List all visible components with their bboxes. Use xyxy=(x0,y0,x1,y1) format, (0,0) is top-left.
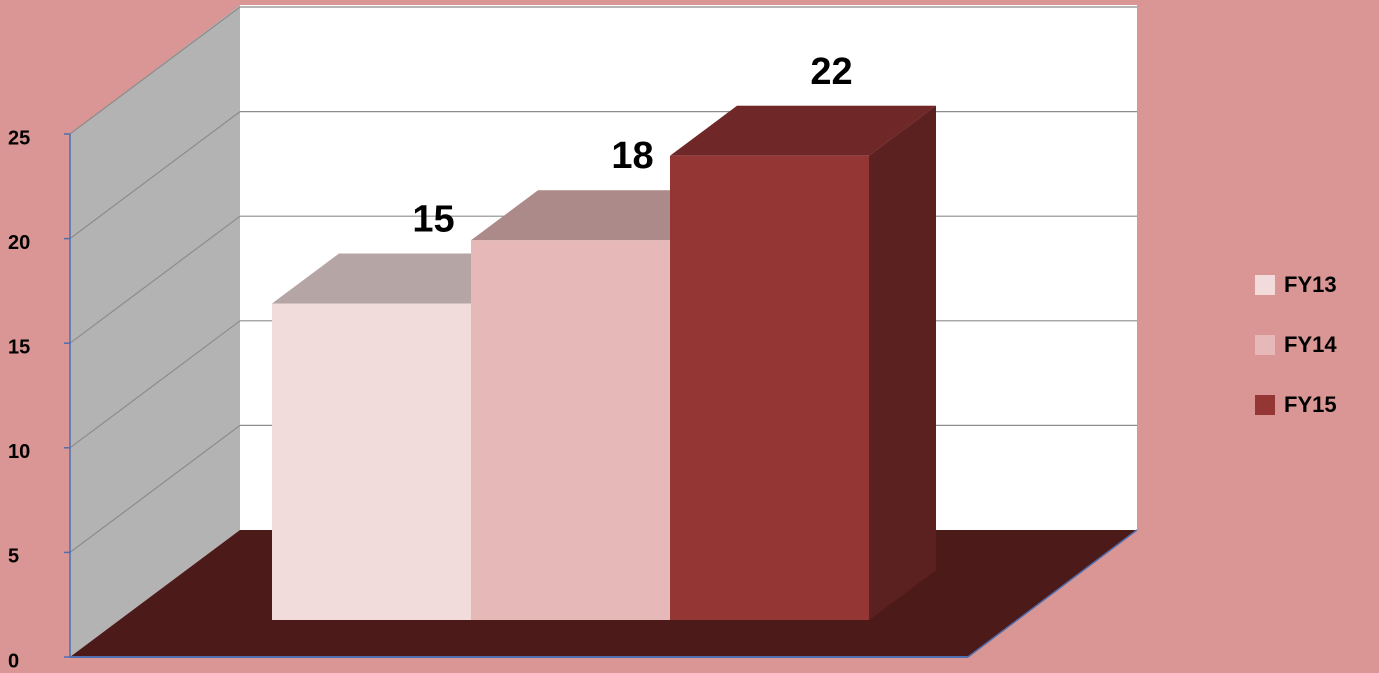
y-tick-label: 10 xyxy=(8,441,30,463)
bar-side-shade xyxy=(869,105,936,621)
floor-edge xyxy=(967,529,1138,658)
grid-line xyxy=(69,215,241,344)
legend-swatch xyxy=(1255,335,1275,355)
y-tick-label: 25 xyxy=(8,127,30,149)
y-tick-label: 20 xyxy=(8,232,30,254)
side-wall xyxy=(70,5,240,657)
bar-top xyxy=(670,105,936,156)
legend-label: FY15 xyxy=(1284,392,1337,417)
grid-line xyxy=(69,424,241,553)
grid-line xyxy=(69,111,241,240)
bar-top-shade xyxy=(670,105,936,156)
data-label: 22 xyxy=(810,51,852,93)
y-tick-label: 15 xyxy=(8,336,30,358)
bar xyxy=(272,303,471,620)
data-label: 15 xyxy=(412,199,454,241)
bar-side xyxy=(869,105,936,621)
legend-swatch xyxy=(1255,395,1275,415)
y-tick-label: 5 xyxy=(8,546,19,568)
legend-swatch xyxy=(1255,275,1275,295)
grid-line xyxy=(69,320,241,449)
legend-label: FY14 xyxy=(1284,332,1337,357)
bar xyxy=(670,155,869,621)
legend-label: FY13 xyxy=(1284,272,1337,297)
data-label: 18 xyxy=(611,135,653,177)
y-tick-label: 0 xyxy=(8,650,19,672)
bar xyxy=(471,240,670,620)
grid-line xyxy=(69,6,241,135)
